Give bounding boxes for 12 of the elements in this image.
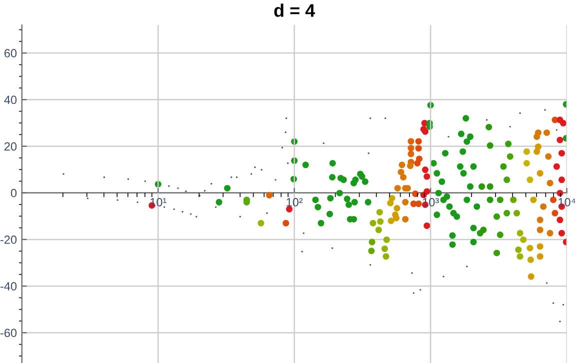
y-tick-label: 20 — [4, 142, 17, 151]
y-tick-label: 60 — [4, 49, 17, 58]
y-tick-label: 0 — [10, 188, 17, 198]
y-tick-label: -20 — [0, 236, 17, 244]
x-tick-label: 10⁴ — [558, 198, 576, 206]
x-tick-label: 10² — [286, 198, 303, 206]
y-tick-label: 40 — [4, 96, 17, 104]
y-tick-label: -40 — [0, 282, 17, 290]
y-tick-label: -60 — [0, 328, 17, 338]
chart-title: d = 4 — [274, 4, 316, 17]
x-tick-label: 10¹ — [150, 198, 166, 206]
x-tick-label: 10³ — [422, 198, 439, 206]
